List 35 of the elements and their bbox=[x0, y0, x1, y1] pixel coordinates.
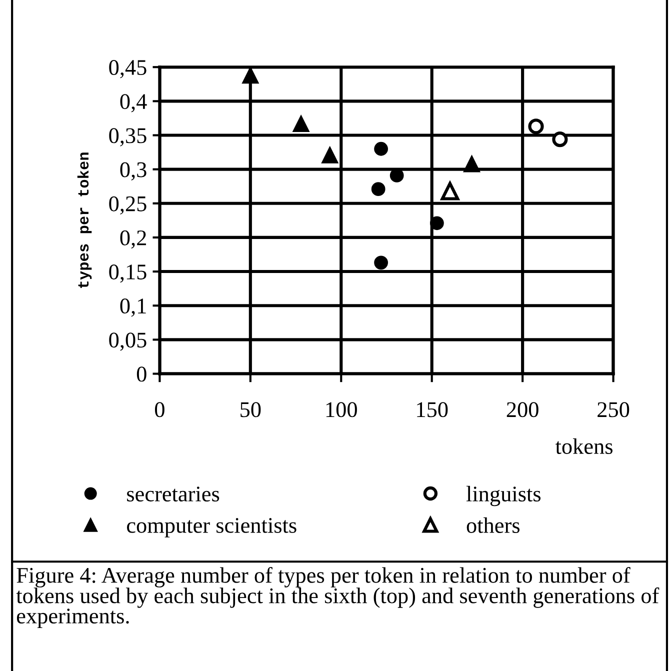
legend-label: linguists bbox=[466, 486, 541, 506]
x-tick-label: 50 bbox=[240, 402, 261, 418]
point bbox=[552, 132, 568, 148]
x-tick-label: 250 bbox=[598, 402, 630, 418]
legend-label: others bbox=[466, 517, 520, 533]
point bbox=[371, 182, 386, 196]
caption: Figure 4: Average number of types per token in relation to number of tokens used by each subject in the sixth (top) and seventh generations of experiments. bbox=[16, 566, 660, 628]
y-tick-label: 0,05 bbox=[109, 332, 146, 351]
y-tick-label: 0,25 bbox=[109, 196, 146, 215]
y-tick-label: 0,45 bbox=[109, 60, 146, 78]
y-axis-title: types per token bbox=[77, 152, 92, 288]
x-axis-title: tokens bbox=[555, 438, 612, 454]
legend-label: computer scientists bbox=[127, 518, 296, 538]
x-tick-label: 200 bbox=[506, 402, 538, 418]
x-tick-label: 0 bbox=[154, 402, 164, 418]
legend-label: secretaries bbox=[127, 486, 220, 502]
x-tick-label: 100 bbox=[326, 402, 357, 418]
y-tick-label: 0 bbox=[136, 366, 146, 382]
y-tick-label: 0,1 bbox=[120, 298, 146, 317]
y-tick-label: 0,15 bbox=[109, 264, 146, 283]
y-tick-label: 0,2 bbox=[120, 230, 146, 249]
point bbox=[374, 142, 388, 156]
point bbox=[528, 118, 544, 134]
y-tick-label: 0,35 bbox=[109, 128, 146, 146]
point bbox=[322, 146, 338, 164]
point bbox=[292, 115, 310, 132]
point bbox=[430, 216, 444, 230]
point bbox=[390, 168, 404, 182]
x-tick-label: 150 bbox=[417, 402, 448, 418]
point bbox=[242, 66, 259, 84]
point bbox=[374, 256, 388, 270]
point bbox=[463, 156, 480, 172]
y-tick-label: 0,3 bbox=[120, 162, 146, 180]
point bbox=[440, 182, 460, 200]
y-tick-label: 0,4 bbox=[120, 94, 147, 112]
